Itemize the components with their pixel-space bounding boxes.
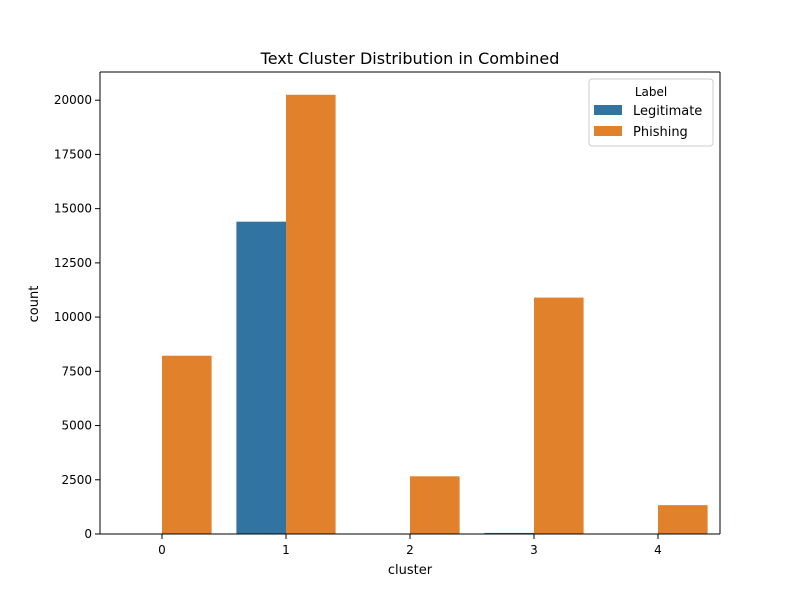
chart-title: Text Cluster Distribution in Combined	[260, 49, 560, 68]
axes-group: 0 2500 5000 7500 10000 12500 15000 17500 20000 0 1…	[54, 71, 721, 557]
y-tick-label: 17500	[54, 147, 92, 161]
legend-label-legitimate: Legitimate	[633, 104, 702, 119]
y-tick-label: 5000	[61, 419, 92, 433]
y-tick-label: 10000	[54, 310, 92, 324]
legend-swatch-legitimate	[594, 105, 622, 115]
bar-phishing-cluster-4	[658, 505, 708, 534]
bar-phishing-cluster-1	[286, 94, 336, 535]
x-tick-label: 4	[654, 543, 662, 557]
y-tick-label: 15000	[54, 202, 92, 216]
y-tick-label: 2500	[61, 473, 92, 487]
bar-phishing-cluster-0	[162, 355, 212, 534]
y-tick-label: 0	[84, 527, 92, 541]
x-tick-label: 2	[406, 543, 414, 557]
bar-legitimate-cluster-1	[236, 221, 286, 534]
x-tick-label: 3	[530, 543, 538, 557]
legend-title: Label	[635, 85, 667, 99]
y-tick-label: 20000	[54, 93, 92, 107]
x-axis-label: cluster	[388, 563, 433, 578]
bar-phishing-cluster-3	[534, 297, 584, 534]
y-axis-label: count	[27, 286, 42, 323]
bars-group	[162, 94, 708, 535]
y-tick-label: 7500	[61, 364, 92, 378]
x-tick-label: 0	[158, 543, 166, 557]
legend-swatch-phishing	[594, 126, 622, 136]
legend: Label Legitimate Phishing	[588, 78, 714, 147]
y-tick-label: 12500	[54, 256, 92, 270]
bar-legitimate-cluster-3	[484, 532, 534, 534]
legend-label-phishing: Phishing	[633, 125, 688, 140]
bar-phishing-cluster-2	[410, 476, 460, 534]
x-tick-label: 1	[282, 543, 290, 557]
